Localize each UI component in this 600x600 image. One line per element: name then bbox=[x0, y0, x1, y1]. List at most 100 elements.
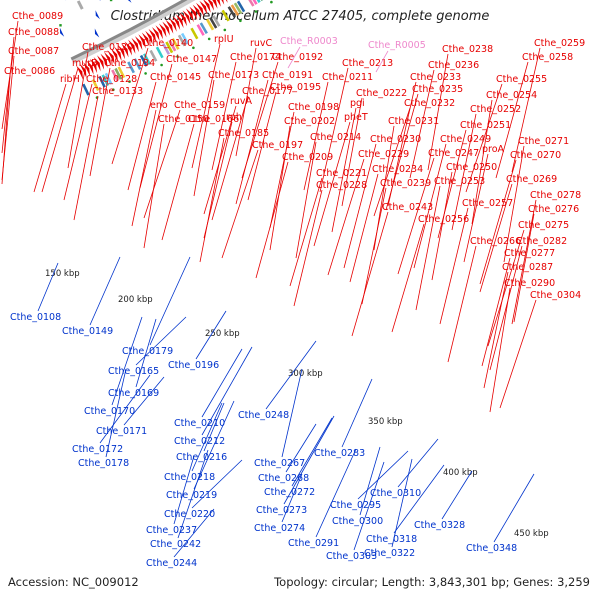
cog-color-block bbox=[127, 61, 135, 74]
forward-gene-label: rph bbox=[226, 112, 242, 123]
forward-leader-line bbox=[303, 81, 329, 191]
forward-leader-line bbox=[481, 257, 511, 367]
forward-gene-label: Cthe_0145 bbox=[150, 72, 201, 83]
forward-gene-label: ruvC bbox=[250, 38, 273, 49]
forward-gene-label: Cthe_0247 bbox=[428, 148, 479, 159]
reverse-leader-line bbox=[135, 318, 157, 388]
reverse-leader-line bbox=[191, 402, 223, 472]
reverse-gene-label: Cthe_0108 bbox=[10, 312, 61, 323]
forward-gene-label: Cthe_0278 bbox=[530, 190, 581, 201]
cog-color-block bbox=[252, 0, 258, 5]
forward-gene-arrow bbox=[93, 57, 101, 72]
forward-leader-line bbox=[295, 141, 317, 259]
forward-leader-line bbox=[483, 271, 509, 389]
rna-gene-label: Cthe_R0003 bbox=[280, 36, 338, 47]
reverse-gene-label: Cthe_0272 bbox=[264, 487, 315, 498]
forward-leader-line bbox=[373, 107, 411, 217]
forward-gene-label: Cthe_0304 bbox=[530, 290, 581, 301]
reverse-gene-label: Cthe_0268 bbox=[258, 473, 309, 484]
forward-leader-line bbox=[387, 81, 417, 207]
forward-leader-line bbox=[437, 129, 467, 239]
forward-leader-line bbox=[513, 213, 535, 323]
forward-gene-arrow bbox=[152, 27, 160, 42]
reverse-gene-label: Cthe_0244 bbox=[146, 558, 197, 569]
cog-color-block bbox=[117, 66, 126, 79]
kbp-tick-label: 450 kbp bbox=[514, 529, 549, 539]
reverse-gene-label: Cthe_0267 bbox=[254, 458, 305, 469]
forward-gene-label: Cthe_0087 bbox=[8, 46, 59, 57]
reverse-leader-line bbox=[111, 316, 143, 406]
forward-gene-label: Cthe_0133 bbox=[92, 86, 143, 97]
reverse-gene-arrow bbox=[59, 27, 65, 37]
forward-gene-arrow bbox=[86, 60, 94, 75]
reverse-leader-line bbox=[281, 368, 303, 458]
forward-leader-line bbox=[479, 159, 517, 285]
cog-color-block bbox=[168, 39, 177, 52]
forward-gene-label: murB bbox=[72, 58, 98, 69]
forward-gene-arrow bbox=[165, 19, 174, 34]
summary-label: Topology: circular; Length: 3,843,301 bp… bbox=[274, 575, 590, 589]
forward-gene-label: Cthe_0159 bbox=[174, 100, 225, 111]
forward-leader-line bbox=[255, 161, 289, 279]
reverse-leader-line bbox=[493, 473, 535, 543]
forward-gene-label: Cthe_0209 bbox=[282, 152, 333, 163]
forward-leader-line bbox=[451, 113, 477, 231]
reverse-leader-line bbox=[135, 316, 187, 366]
forward-gene-label: rplU bbox=[214, 34, 234, 45]
forward-leader-line bbox=[489, 245, 523, 371]
forward-gene-arrow bbox=[155, 25, 163, 40]
forward-leader-line bbox=[1, 75, 11, 185]
forward-gene-label: Cthe_0259 bbox=[534, 38, 585, 49]
forward-gene-arrow bbox=[169, 17, 177, 32]
forward-leader-line bbox=[397, 157, 435, 275]
forward-leader-line bbox=[131, 109, 157, 227]
forward-leader-line bbox=[439, 207, 469, 325]
reverse-gene-arrow bbox=[127, 0, 132, 3]
forward-gene-label: Cthe_0275 bbox=[518, 220, 569, 231]
reverse-gene-label: Cthe_0295 bbox=[330, 500, 381, 511]
forward-gene-label: Cthe_0253 bbox=[434, 176, 485, 187]
reverse-cog-block bbox=[76, 0, 84, 10]
reverse-gene-arrow bbox=[94, 28, 100, 38]
forward-leader-line bbox=[463, 153, 489, 263]
forward-leader-line bbox=[327, 158, 365, 276]
reverse-leader-line bbox=[173, 455, 195, 525]
forward-gene-label: Cthe_0128 bbox=[86, 74, 137, 85]
kbp-tick-label: 250 kbp bbox=[205, 329, 240, 339]
forward-gene-label: eno bbox=[150, 100, 168, 111]
forward-gene-label: Cthe_0238 bbox=[442, 44, 493, 55]
forward-leader-line bbox=[489, 287, 511, 413]
gene-density-mark bbox=[254, 10, 258, 13]
forward-gene-label: Cthe_0174 bbox=[230, 52, 281, 63]
forward-leader-line bbox=[313, 121, 351, 247]
reverse-gene-arrow bbox=[99, 0, 101, 1]
forward-gene-arrow bbox=[100, 53, 108, 68]
reverse-leader-line bbox=[149, 256, 191, 346]
reverse-leader-line bbox=[341, 378, 373, 448]
reverse-leader-line bbox=[315, 448, 357, 538]
forward-gene-label: Cthe_0191 bbox=[262, 70, 313, 81]
reverse-leader-line bbox=[281, 473, 303, 523]
reverse-leader-line bbox=[357, 450, 409, 500]
reverse-gene-label: Cthe_0300 bbox=[332, 516, 383, 527]
reverse-gene-label: Cthe_0328 bbox=[414, 520, 465, 531]
forward-leader-line bbox=[289, 177, 323, 287]
reverse-leader-line bbox=[285, 423, 317, 473]
cog-color-block bbox=[230, 4, 240, 16]
cog-color-block bbox=[104, 72, 113, 85]
cog-color-block bbox=[180, 32, 190, 45]
inner-mark bbox=[109, 0, 113, 2]
forward-gene-arrow bbox=[189, 6, 198, 21]
forward-leader-line bbox=[343, 143, 377, 269]
forward-gene-arrow bbox=[141, 32, 150, 47]
forward-leader-line bbox=[193, 79, 215, 197]
forward-gene-label: Cthe_0230 bbox=[370, 134, 421, 145]
gene-density-mark bbox=[128, 80, 131, 83]
forward-gene-label: Cthe_0198 bbox=[288, 102, 339, 113]
forward-leader-line bbox=[349, 173, 379, 283]
forward-leader-line bbox=[235, 79, 269, 205]
forward-gene-label: Cthe_0235 bbox=[412, 84, 463, 95]
cog-color-block bbox=[248, 0, 255, 7]
gene-density-mark bbox=[207, 37, 211, 41]
